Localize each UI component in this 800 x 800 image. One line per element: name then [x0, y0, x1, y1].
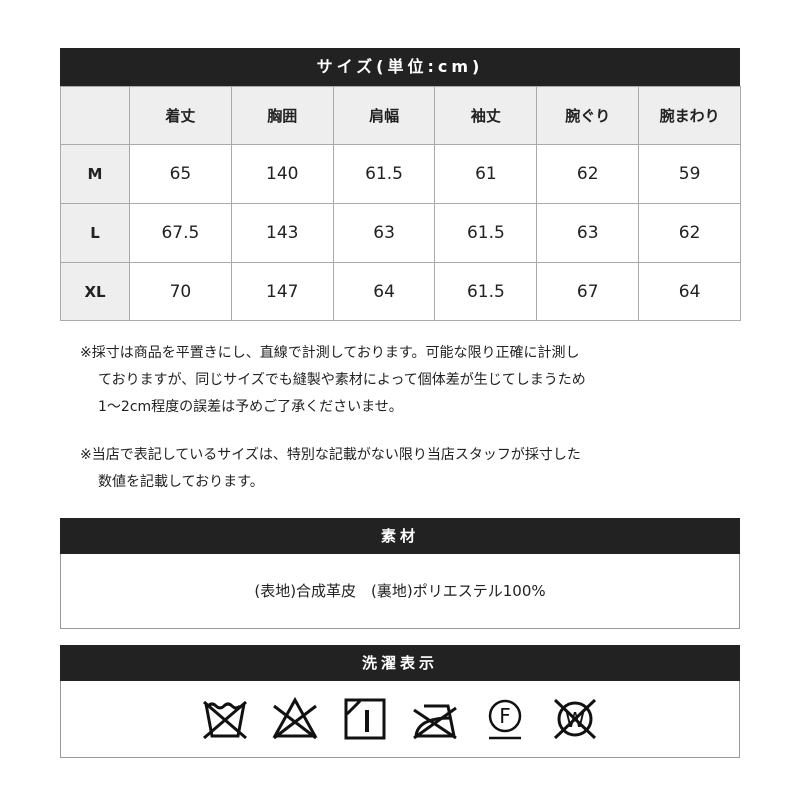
cell: 140 [230, 144, 334, 204]
cell: 143 [230, 203, 334, 263]
cell: 62 [536, 144, 640, 204]
no-bleach-icon [272, 696, 318, 740]
table-row: L 67.5 143 63 61.5 63 62 [60, 203, 741, 263]
cell: 61.5 [332, 144, 436, 204]
header-cell: 腕まわり [638, 86, 741, 145]
cell: 67.5 [129, 203, 232, 263]
cell: 147 [230, 262, 334, 321]
cell: 62 [638, 203, 741, 263]
measurement-note: ※採寸は商品を平置きにし、直線で計測しております。可能な限り正確に計測し ており… [80, 340, 586, 421]
size-note: ※当店で表記しているサイズは、特別な記載がない限り当店スタッフが採寸した 数値を… [80, 442, 581, 496]
cell: 59 [638, 144, 741, 204]
table-row: XL 70 147 64 61.5 67 64 [60, 262, 741, 321]
material-box: (表地)合成革皮 (裏地)ポリエステル100% [60, 554, 740, 629]
note-line: ※当店で表記しているサイズは、特別な記載がない限り当店スタッフが採寸した [80, 447, 581, 463]
cell: 61.5 [434, 262, 538, 321]
header-cell: 肩幅 [332, 86, 436, 145]
header-cell: 胸囲 [230, 86, 334, 145]
no-wet-clean-icon: W [553, 698, 597, 740]
header-cell: 着丈 [129, 86, 232, 145]
note-line: ておりますが、同じサイズでも縫製や素材によって個体差が生じてしまうため [98, 372, 586, 388]
tumble-dry-icon [344, 698, 386, 740]
table-row: M 65 140 61.5 61 62 59 [60, 144, 741, 204]
note-line: 数値を記載しております。 [98, 474, 264, 490]
header-cell: 腕ぐり [536, 86, 640, 145]
size-label: M [60, 144, 130, 204]
note-line: 1～2cm程度の誤差は予めご了承くださいませ。 [98, 399, 403, 415]
material-text: (表地)合成革皮 (裏地)ポリエステル100% [254, 582, 546, 600]
svg-text:F: F [499, 704, 511, 728]
header-cell: 袖丈 [434, 86, 538, 145]
no-iron-icon [413, 704, 457, 740]
size-title-bar: サイズ(単位:cm) [60, 48, 740, 86]
care-title-bar: 洗濯表示 [60, 645, 740, 681]
cell: 61 [434, 144, 538, 204]
cell: 64 [638, 262, 741, 321]
cell: 63 [332, 203, 436, 263]
cell: 70 [129, 262, 232, 321]
size-label: XL [60, 262, 130, 321]
cell: 67 [536, 262, 640, 321]
size-table: 着丈 胸囲 肩幅 袖丈 腕ぐり 腕まわり M 65 140 61.5 61 62… [60, 86, 741, 321]
cell: 63 [536, 203, 640, 263]
cell: 65 [129, 144, 232, 204]
care-box: F W [60, 681, 740, 758]
header-cell [60, 86, 130, 145]
note-line: ※採寸は商品を平置きにし、直線で計測しております。可能な限り正確に計測し [80, 345, 580, 361]
no-wash-icon [203, 700, 247, 740]
table-header-row: 着丈 胸囲 肩幅 袖丈 腕ぐり 腕まわり [60, 86, 741, 145]
cell: 64 [332, 262, 436, 321]
dry-clean-f-icon: F [488, 699, 522, 740]
material-title-bar: 素材 [60, 518, 740, 554]
cell: 61.5 [434, 203, 538, 263]
size-label: L [60, 203, 130, 263]
